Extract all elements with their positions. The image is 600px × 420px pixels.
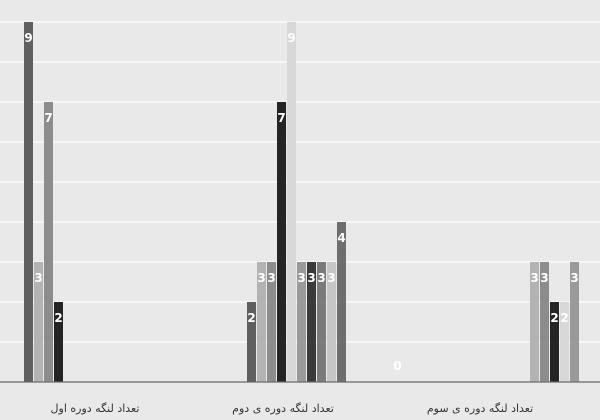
data-label: 3 <box>257 271 265 285</box>
bar <box>34 262 43 382</box>
bar <box>277 102 286 382</box>
data-label: 7 <box>277 111 285 125</box>
bars <box>24 22 579 382</box>
data-label: 9 <box>24 31 32 45</box>
data-label: 2 <box>560 311 568 325</box>
data-label: 3 <box>34 271 42 285</box>
data-label: 3 <box>570 271 578 285</box>
bar <box>257 262 266 382</box>
bar <box>287 22 296 382</box>
bar <box>317 262 326 382</box>
bar <box>540 262 549 382</box>
data-label: 2 <box>54 311 62 325</box>
data-label: 9 <box>287 31 295 45</box>
x-axis: تعداد لنگه دوره اول تعداد لنگه دوره ی دوم… <box>0 381 600 415</box>
data-label: 2 <box>247 311 255 325</box>
bar <box>307 262 316 382</box>
bar <box>530 262 539 382</box>
gridlines <box>0 21 600 343</box>
data-label: 3 <box>307 271 315 285</box>
data-label: 3 <box>267 271 275 285</box>
bar <box>327 262 336 382</box>
bar <box>550 302 559 382</box>
data-label: 2 <box>550 311 558 325</box>
bar <box>570 262 579 382</box>
bar <box>267 262 276 382</box>
data-label: 7 <box>44 111 52 125</box>
category-label: تعداد لنگه دوره اول <box>51 402 140 415</box>
data-label: 3 <box>530 271 538 285</box>
data-label: 3 <box>297 271 305 285</box>
bar <box>560 302 569 382</box>
bar <box>24 22 33 382</box>
category-label: تعداد لنگه دوره ی سوم <box>427 402 533 415</box>
bar <box>337 222 346 382</box>
data-label: 0 <box>393 359 401 373</box>
data-label: 3 <box>540 271 548 285</box>
data-label: 3 <box>317 271 325 285</box>
category-label: تعداد لنگه دوره ی دوم <box>232 402 334 415</box>
bar <box>297 262 306 382</box>
data-label: 4 <box>337 231 345 245</box>
bar <box>247 302 256 382</box>
bar <box>44 102 53 382</box>
bar <box>54 302 63 382</box>
data-label: 3 <box>327 271 335 285</box>
